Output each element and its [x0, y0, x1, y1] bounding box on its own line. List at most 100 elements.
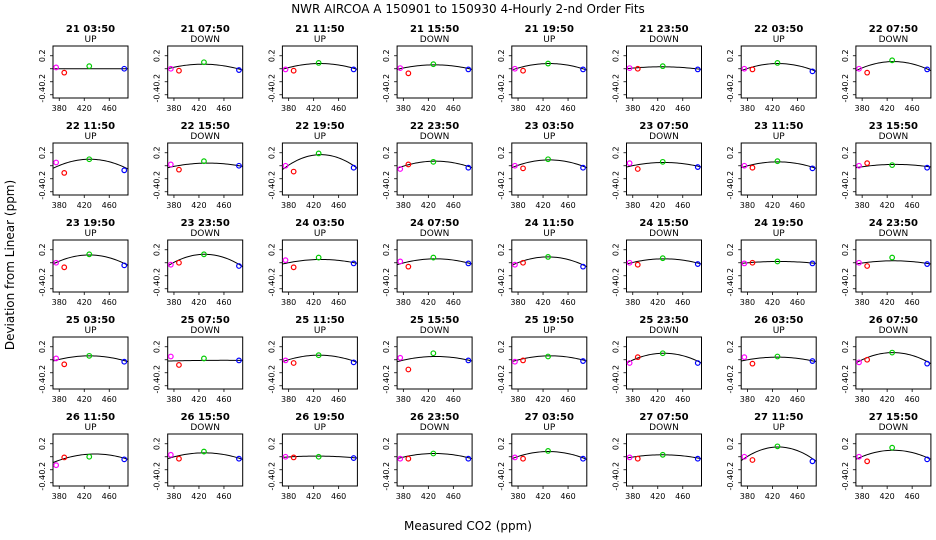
y-tick-label: -0.2: [612, 365, 621, 381]
x-tick-label: 420: [765, 201, 780, 210]
data-point: [350, 260, 357, 267]
panel-direction: UP: [773, 229, 786, 239]
panel-frame: [52, 45, 129, 99]
x-tick-label: 460: [216, 104, 231, 113]
panel-direction: DOWN: [190, 132, 220, 142]
y-tick-label: -0.4: [153, 184, 162, 200]
fit-curve: [52, 158, 129, 170]
data-point: [405, 263, 412, 270]
y-tick-label: 0.2: [267, 437, 276, 450]
data-point: [61, 264, 68, 271]
x-tick-label: 380: [855, 298, 870, 307]
panel-time: 24 19:50: [754, 218, 803, 229]
panel-time: 22 19:50: [295, 121, 344, 132]
data-point: [61, 361, 68, 368]
y-tick-label: -0.2: [497, 462, 506, 478]
data-point: [167, 65, 174, 72]
y-tick-label: -0.2: [382, 171, 391, 187]
x-tick-label: 420: [421, 492, 436, 501]
panel-time: 21 11:50: [295, 24, 344, 35]
fit-curve: [396, 355, 473, 363]
data-point: [121, 262, 128, 269]
panel-frame: [626, 142, 702, 196]
data-point: [397, 166, 404, 172]
panel-time: 26 03:50: [754, 315, 803, 326]
data-point: [741, 354, 748, 361]
data-point: [86, 63, 93, 70]
data-point: [176, 455, 182, 462]
data-point: [659, 63, 666, 70]
fit-curve: [282, 354, 358, 363]
panel-time: 21 07:50: [181, 24, 230, 35]
fit-curve: [396, 452, 473, 460]
data-point: [856, 259, 862, 266]
data-point: [86, 156, 93, 163]
x-tick-label: 420: [77, 201, 92, 210]
fit-curve: [855, 163, 931, 169]
data-point: [694, 455, 701, 462]
x-tick-label: 460: [446, 298, 461, 307]
x-tick-label: 460: [790, 395, 805, 404]
panel-direction: DOWN: [190, 423, 220, 433]
data-point: [924, 66, 931, 73]
fit-curve: [511, 159, 587, 169]
panel-frame: [626, 45, 702, 99]
y-tick-label: -0.2: [726, 74, 735, 90]
panel-frame: [52, 239, 129, 293]
panel-direction: DOWN: [420, 35, 450, 45]
data-point: [634, 166, 641, 172]
panel-time: 24 07:50: [410, 218, 459, 229]
data-point: [545, 156, 551, 163]
data-point: [809, 458, 816, 465]
x-tick-label: 420: [650, 201, 665, 210]
y-tick-label: 0.2: [612, 146, 621, 159]
x-tick-label: 420: [650, 492, 665, 501]
data-point: [809, 358, 816, 364]
fit-curve: [52, 453, 129, 464]
x-tick-label: 420: [765, 395, 780, 404]
y-tick-label: 0.2: [382, 146, 391, 159]
y-tick-label: 0.2: [497, 340, 506, 353]
y-tick-label: 0.2: [841, 437, 850, 450]
data-point: [520, 165, 526, 172]
x-tick-label: 460: [446, 201, 461, 210]
y-tick-label: -0.4: [497, 378, 506, 394]
x-tick-label: 380: [281, 104, 296, 113]
data-point: [397, 354, 404, 361]
y-tick-label: -0.4: [382, 281, 391, 297]
y-tick-label: -0.2: [382, 365, 391, 381]
panel-direction: DOWN: [879, 132, 909, 142]
data-point: [201, 158, 207, 165]
panel-time: 21 19:50: [525, 24, 574, 35]
panel-frame: [281, 433, 358, 487]
data-point: [626, 65, 633, 71]
data-point: [201, 251, 207, 258]
panel-time: 23 03:50: [525, 121, 574, 132]
x-tick-label: 380: [855, 104, 870, 113]
y-tick-label: 0.2: [382, 340, 391, 353]
y-tick-label: -0.4: [382, 475, 391, 491]
data-point: [545, 448, 551, 454]
y-tick-label: -0.4: [38, 184, 47, 200]
x-tick-label: 380: [166, 104, 181, 113]
y-tick-label: -0.4: [267, 184, 276, 200]
data-point: [167, 261, 174, 268]
data-point: [282, 66, 289, 73]
y-tick-label: -0.4: [841, 184, 850, 200]
y-tick-label: 0.2: [38, 243, 47, 256]
panel-direction: DOWN: [420, 132, 450, 142]
y-axis-label: Deviation from Linear (ppm): [3, 180, 17, 350]
x-tick-label: 380: [625, 492, 640, 501]
y-tick-label: -0.2: [382, 462, 391, 478]
data-point: [580, 164, 586, 171]
panel-frame: [740, 336, 817, 390]
data-point: [405, 70, 412, 77]
data-point: [350, 164, 357, 171]
x-tick-label: 460: [905, 201, 920, 210]
data-point: [465, 357, 472, 364]
data-point: [430, 158, 437, 165]
